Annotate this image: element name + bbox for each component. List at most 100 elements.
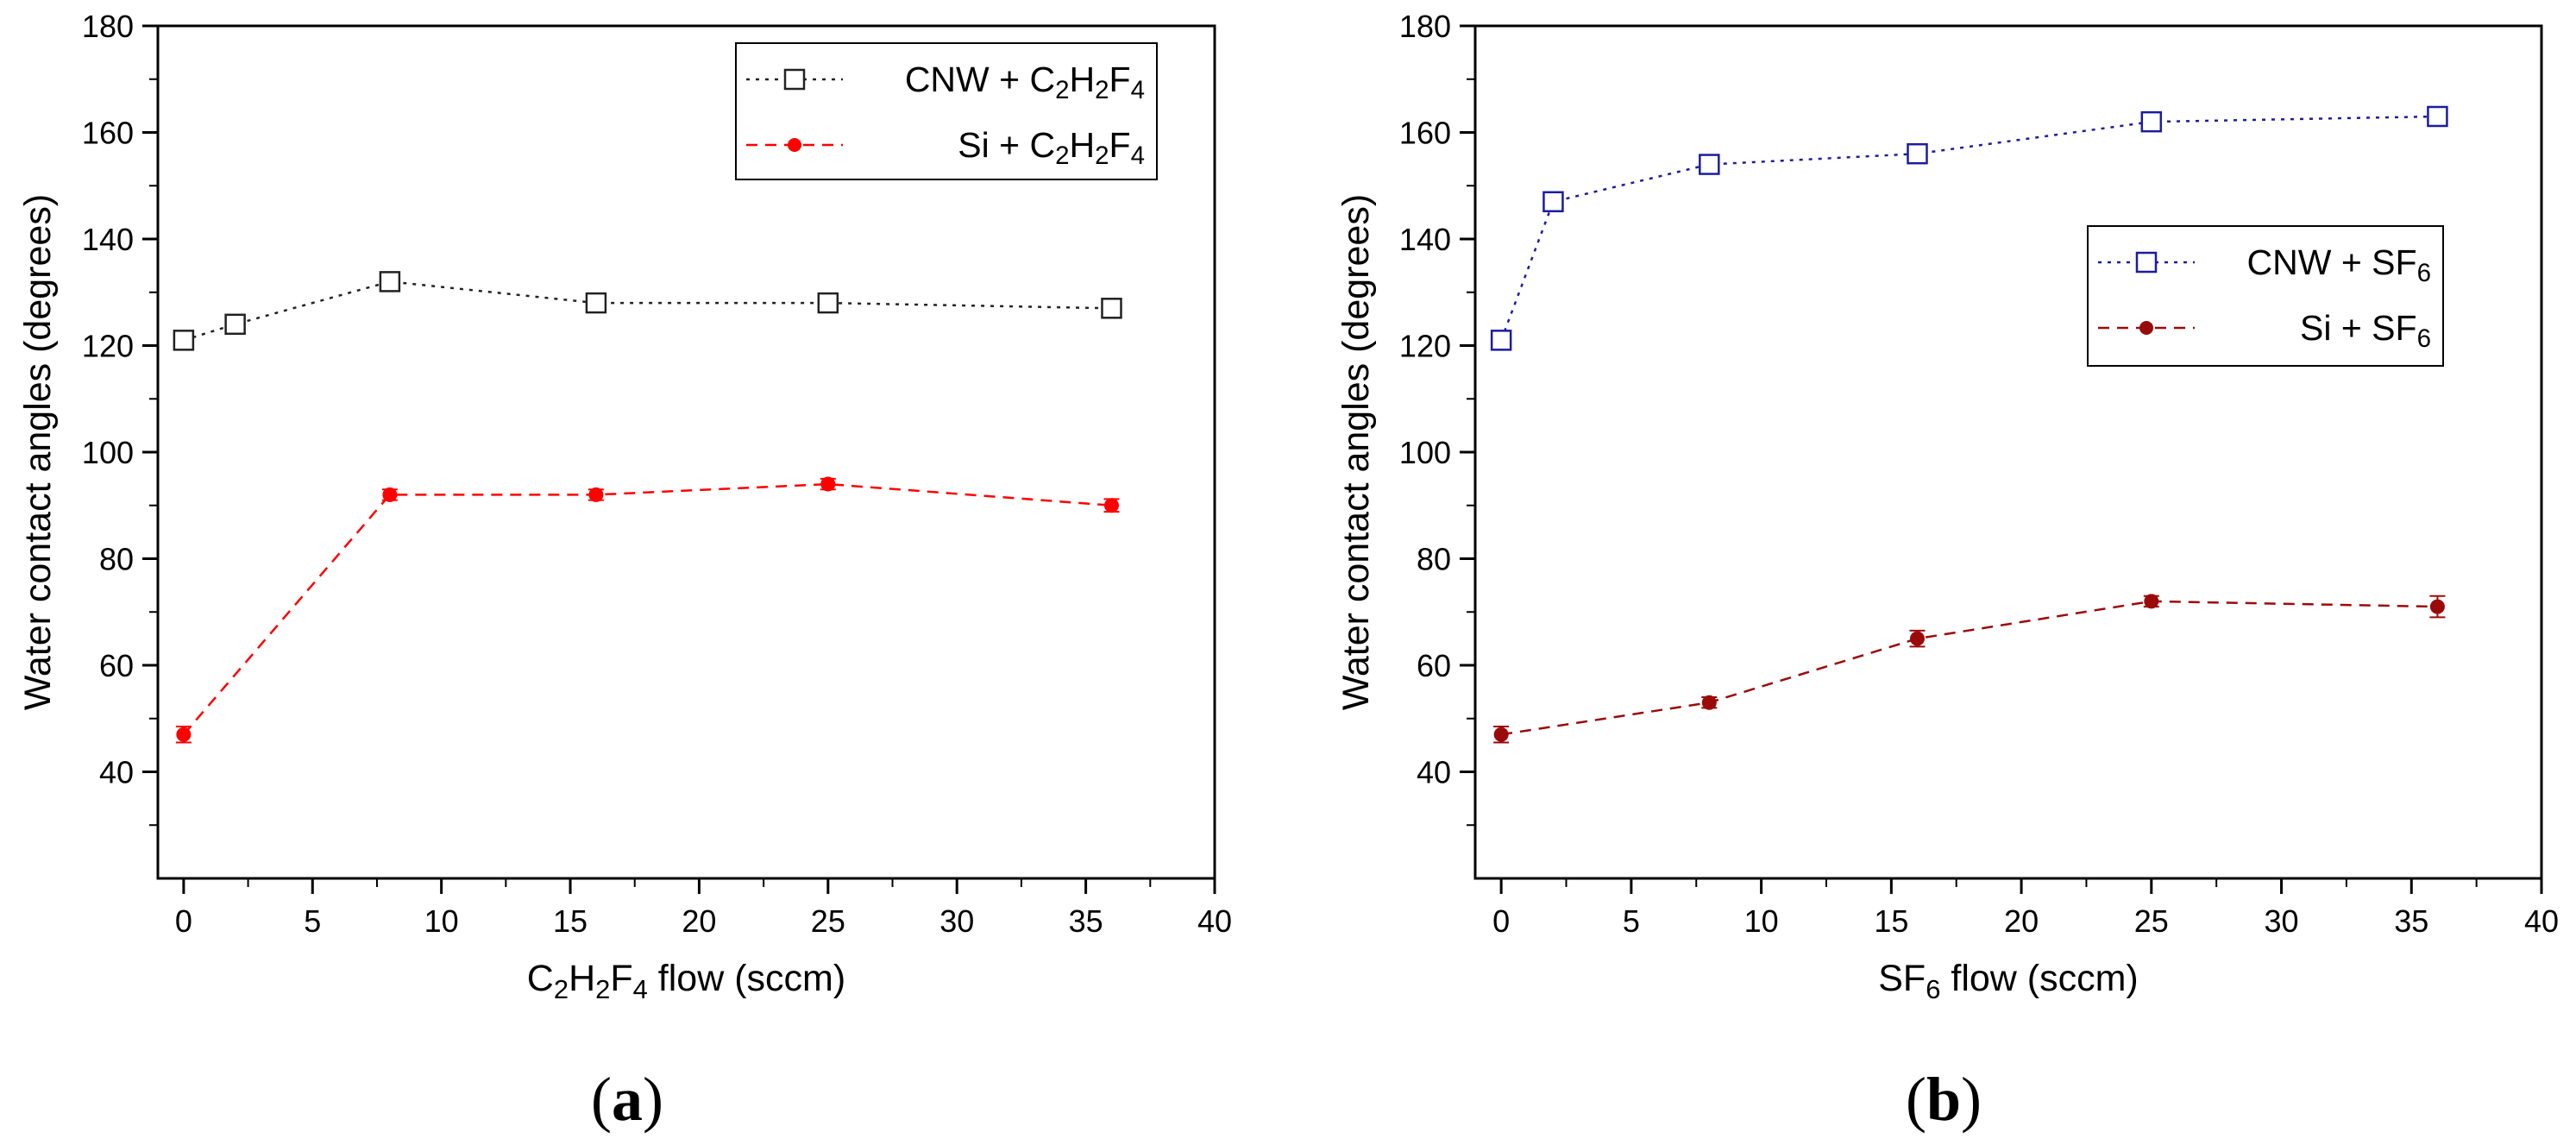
x-tick-label: 10 [1744,903,1779,939]
data-point [820,476,836,492]
x-tick-label: 0 [1492,903,1510,939]
panel-label-open: ( [1906,1065,1926,1134]
x-axis-label-part: C [527,958,554,999]
data-point [817,292,839,314]
y-tick-label: 140 [1399,222,1451,257]
data-point [1103,498,1119,513]
legend-marker [2139,321,2153,335]
series-line [182,482,1112,736]
legend-box [2087,225,2444,367]
series-line [183,280,1112,342]
x-tick-label: 15 [1874,903,1908,939]
y-tick-label: 160 [1399,116,1451,151]
data-point [1907,142,1928,165]
y-tick-label: 100 [1399,435,1451,470]
legend-label: CNW + SF6 [2247,242,2431,287]
data-point [1101,298,1122,319]
x-axis-label-part: 6 [1926,974,1940,1004]
series-0 [1490,105,2448,351]
x-axis-label-part: 2 [554,974,569,1004]
legend-label-part: CNW + SF [2247,242,2417,282]
legend-label-part: F [1109,60,1131,99]
y-tick-label: 160 [82,116,134,151]
series-1 [175,476,1120,744]
y-tick-label: 180 [1399,9,1451,44]
data-point [1493,727,1509,742]
legend-label-part: Si + SF [2300,308,2417,348]
data-point [382,487,398,502]
x-axis-label-part: flow (sccm) [1940,958,2138,999]
x-axis-label-part: flow (sccm) [648,958,845,999]
x-tick-label: 20 [2004,903,2039,939]
data-point [585,292,607,314]
x-axis-label: C2H2F4 flow (sccm) [527,958,845,1004]
y-tick-label: 100 [82,435,134,470]
x-axis-label-part: H [569,958,595,999]
x-tick-label: 40 [2524,903,2559,939]
panel-label: (b) [1906,1065,1982,1134]
legend-label-part: F [1109,125,1131,165]
data-point [588,487,604,502]
legend-label-part: 4 [1131,76,1145,104]
y-tick-label: 60 [1417,648,1451,683]
series-line [1500,600,2438,736]
y-tick-label: 40 [1417,755,1451,790]
x-axis-label-part: 2 [595,974,610,1004]
y-axis-label: Water contact angles (degrees) [1335,194,1377,710]
y-axis-label: Water contact angles (degrees) [17,194,59,710]
x-tick-label: 5 [304,903,321,939]
legend-marker [2135,251,2158,274]
chart-panel-b: 0 5 10 15 20 25 30 35 40406080100120140160180SF6… [1335,9,2559,1134]
legend-label-part: 6 [2417,259,2431,287]
data-point [1909,631,1925,646]
legend-label-part: 6 [2417,324,2431,353]
plot-frame [1473,24,2543,880]
x-axis-label: SF6 flow (sccm) [1878,958,2139,1004]
data-point [1490,330,1512,351]
legend-box [735,42,1158,180]
panel-label-letter: a [612,1065,643,1134]
x-tick-label: 5 [1623,903,1640,939]
legend-label-part: 4 [1131,142,1145,170]
x-tick-label: 35 [2394,903,2428,939]
x-tick-label: 15 [553,903,587,939]
legend-marker [783,68,806,91]
data-point [2429,599,2445,614]
x-tick-label: 30 [2265,903,2299,939]
x-tick-label: 0 [175,903,192,939]
y-tick-label: 60 [99,648,134,683]
data-point [1699,154,1720,175]
legend-label-part: 2 [1055,142,1069,170]
y-tick-label: 80 [99,542,134,577]
data-point [224,313,246,336]
y-tick-label: 120 [1399,329,1451,364]
x-tick-label: 25 [811,903,845,939]
legend-label-part: H [1070,60,1096,99]
panel-label: (a) [591,1065,663,1134]
data-point [379,271,401,293]
legend-label: CNW + C2H2F4 [905,60,1145,104]
data-point [1542,191,1564,213]
chart-panel-a: 0 5 10 15 20 25 30 35 40406080100120140160180C2H… [17,9,1232,1134]
y-tick-label: 80 [1417,542,1451,577]
x-tick-label: 25 [2134,903,2169,939]
x-tick-label: 35 [1069,903,1103,939]
y-tick-label: 40 [99,755,134,790]
panel-label-letter: b [1926,1065,1961,1134]
y-tick-label: 180 [82,9,134,44]
legend-label-part: H [1070,125,1096,165]
legend-label: Si + SF6 [2300,308,2431,353]
data-point [1701,695,1717,710]
series-0 [173,271,1122,351]
panel-label-close: ) [1961,1065,1982,1134]
panel-label-close: ) [643,1065,663,1134]
data-point [2144,594,2159,609]
y-tick-label: 120 [82,329,134,364]
legend-label-part: Si + C [958,125,1055,165]
x-axis-label-part: SF [1878,958,1926,999]
data-point [2427,105,2448,128]
legend-marker [788,138,801,152]
x-tick-label: 10 [424,903,459,939]
